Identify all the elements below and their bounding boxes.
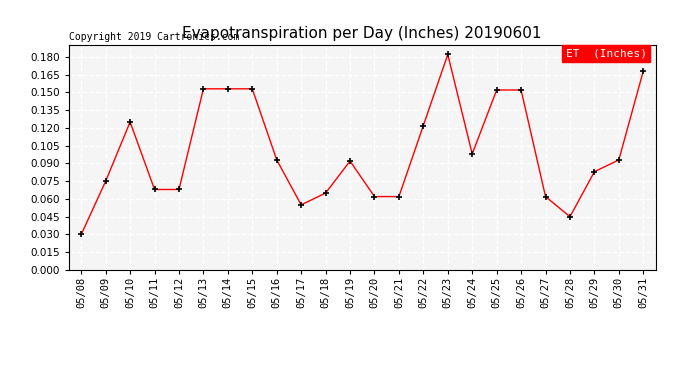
Text: ET  (Inches): ET (Inches) (566, 48, 647, 58)
Text: Copyright 2019 Cartronics.com: Copyright 2019 Cartronics.com (69, 32, 239, 42)
Title: Evapotranspiration per Day (Inches) 20190601: Evapotranspiration per Day (Inches) 2019… (182, 26, 542, 41)
